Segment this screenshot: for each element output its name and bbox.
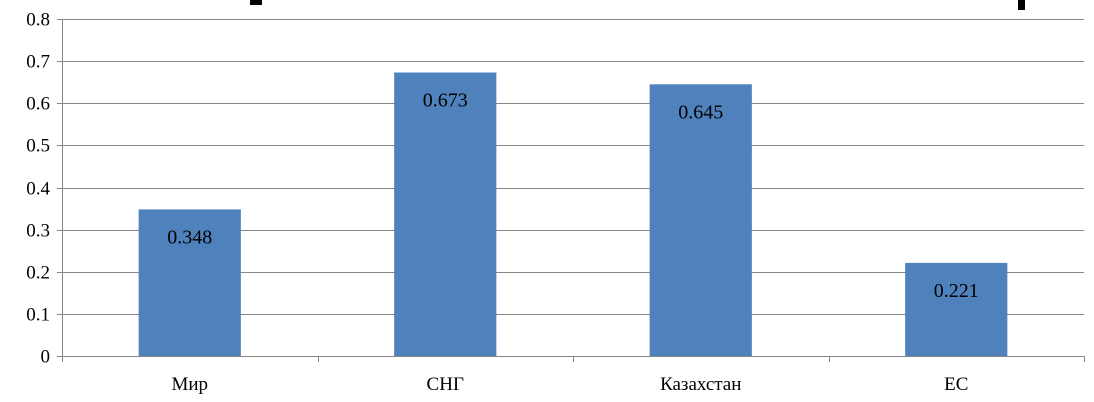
bars (138, 72, 1008, 356)
chart-title-fragment (250, 0, 1025, 10)
x-axis-category-label: ЕС (944, 374, 968, 395)
y-axis-tick-label: 0.4 (26, 179, 50, 200)
y-axis-tick-label: 0.2 (26, 263, 50, 284)
x-axis-category-label: Мир (171, 374, 208, 395)
bar-data-label: 0.673 (423, 89, 468, 111)
title-glyph-fragment (1018, 0, 1025, 10)
bar (905, 262, 1008, 356)
x-axis-category-label: СНГ (427, 374, 464, 395)
y-axis-tick-label: 0.5 (26, 136, 50, 157)
data-labels: 0.348 0.673 0.645 0.221 (167, 89, 979, 301)
y-axis-tick-label: 0.8 (26, 10, 50, 31)
y-axis-tick-label: 0.6 (26, 94, 50, 115)
axes (57, 19, 1085, 362)
y-axis-tick-label: 0.1 (26, 305, 50, 326)
bar-data-label: 0.221 (934, 280, 979, 302)
bar (649, 84, 752, 356)
bar-data-label: 0.348 (167, 226, 212, 248)
bar-data-label: 0.645 (678, 101, 723, 123)
y-axis-tick-labels: 0 0.1 0.2 0.3 0.4 0.5 0.6 0.7 0.8 (26, 10, 50, 368)
y-axis-tick-label: 0.7 (26, 52, 50, 73)
y-axis-tick-label: 0 (41, 347, 51, 368)
title-glyph-fragment (250, 0, 262, 5)
x-axis-category-label: Казахстан (660, 374, 741, 395)
y-axis-tick-label: 0.3 (26, 221, 50, 242)
bar (138, 209, 241, 356)
x-axis-tick-labels: Мир СНГ Казахстан ЕС (171, 374, 968, 395)
bar (394, 72, 497, 356)
